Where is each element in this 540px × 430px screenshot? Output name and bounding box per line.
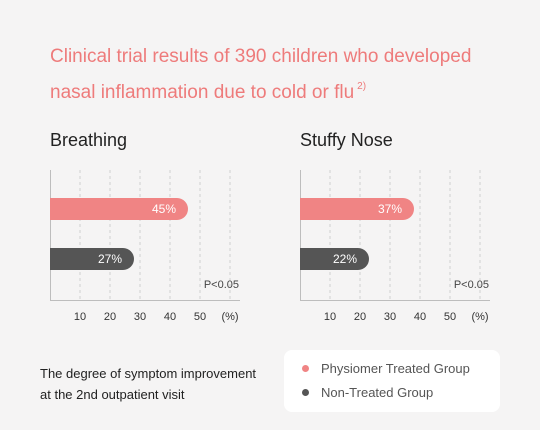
treated-dot-icon	[302, 365, 309, 372]
chart-stuffy-nose: 10 20 30 40 50 (%) 37% 22% P<0.05	[300, 170, 490, 323]
headline-line-2: nasal inflammation due to cold or flu 2)	[50, 72, 520, 108]
headline: Clinical trial results of 390 children w…	[50, 42, 520, 108]
caption: The degree of symptom improvement at the…	[40, 363, 285, 405]
legend-item-treated: Physiomer Treated Group	[302, 361, 470, 376]
bar-value-label: 45%	[152, 202, 176, 216]
bar-left-cap	[50, 198, 72, 220]
chart-title-breathing: Breathing	[50, 130, 128, 150]
chart-breathing: 10 20 30 40 50 (%) 45% 27% P<0.05	[50, 170, 240, 323]
footnote-marker: 2)	[357, 81, 367, 92]
headline-line-1: Clinical trial results of 390 children w…	[50, 46, 472, 67]
caption-line-2: at the 2nd outpatient visit	[40, 387, 185, 402]
p-value-annotation: P<0.05	[454, 279, 489, 291]
bar-value-label: 37%	[378, 202, 402, 216]
x-tick-label: (%)	[471, 311, 488, 323]
x-tick-label: 10	[74, 311, 86, 323]
x-tick-label: 40	[414, 311, 426, 323]
x-tick-label: 50	[194, 311, 206, 323]
bar-left-cap	[300, 198, 322, 220]
legend: Physiomer Treated Group Non-Treated Grou…	[284, 350, 500, 412]
x-tick-label: 50	[444, 311, 456, 323]
legend-item-untreated: Non-Treated Group	[302, 385, 433, 400]
bar-left-cap	[50, 248, 72, 270]
bar-treated	[50, 198, 188, 220]
bar-value-label: 22%	[333, 252, 357, 266]
x-tick-label: 40	[164, 311, 176, 323]
headline-line-2-text: nasal inflammation due to cold or flu	[50, 82, 355, 103]
x-tick-label: 10	[324, 311, 336, 323]
bar-left-cap	[300, 248, 322, 270]
x-tick-label: 30	[134, 311, 146, 323]
untreated-dot-icon	[302, 389, 309, 396]
x-tick-label: 20	[354, 311, 366, 323]
chart-title-stuffy-nose: Stuffy Nose	[300, 130, 393, 150]
x-tick-label: 30	[384, 311, 396, 323]
legend-label-untreated: Non-Treated Group	[321, 385, 434, 400]
bar-value-label: 27%	[98, 252, 122, 266]
bar-treated	[300, 198, 414, 220]
x-tick-label: (%)	[221, 311, 238, 323]
p-value-annotation: P<0.05	[204, 279, 239, 291]
x-tick-label: 20	[104, 311, 116, 323]
legend-label-treated: Physiomer Treated Group	[321, 361, 470, 376]
caption-line-1: The degree of symptom improvement	[40, 366, 257, 381]
